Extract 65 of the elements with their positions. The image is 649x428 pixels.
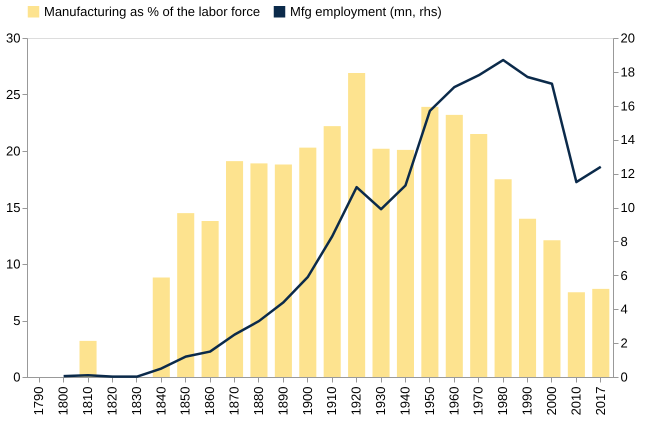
x-tick-label: 1860 xyxy=(202,386,218,416)
y2-tick-label: 14 xyxy=(620,132,635,148)
bar xyxy=(177,213,194,377)
bar xyxy=(372,148,390,377)
bar xyxy=(446,114,463,377)
bar xyxy=(250,163,268,377)
x-tick-label: 1930 xyxy=(373,386,388,416)
y2-tick-label: 20 xyxy=(620,30,635,46)
y-tick-label: 25 xyxy=(6,87,20,102)
y2-tick-label: 16 xyxy=(620,98,635,114)
y2-tick-label: 12 xyxy=(620,166,635,182)
bar xyxy=(79,340,97,377)
bar xyxy=(568,292,585,377)
y-tick-label: 5 xyxy=(13,313,20,328)
x-tick-label: 1910 xyxy=(324,386,340,416)
bar xyxy=(543,240,561,377)
bar xyxy=(348,73,366,377)
x-tick-label: 1880 xyxy=(250,386,266,416)
y2-tick-label: 8 xyxy=(620,234,628,249)
y2-tick-label: 0 xyxy=(620,370,628,384)
bar xyxy=(226,161,244,377)
bar xyxy=(396,150,414,377)
x-tick-label: 1920 xyxy=(348,386,364,416)
legend-label: Mfg employment (mn, rhs) xyxy=(290,4,442,19)
bar xyxy=(421,106,438,377)
y2-tick-label: 4 xyxy=(620,302,628,317)
y-tick-label: 10 xyxy=(6,256,20,272)
x-tick-label: 1790 xyxy=(31,386,46,416)
bar xyxy=(470,134,488,377)
y-tick-label: 0 xyxy=(13,370,20,384)
y2-tick-label: 18 xyxy=(620,64,635,80)
bar xyxy=(494,179,512,377)
x-tick-label: 2000 xyxy=(544,386,559,416)
x-tick-label: 1800 xyxy=(56,386,71,416)
y2-tick-label: 2 xyxy=(620,336,628,351)
bar xyxy=(518,218,536,377)
bar xyxy=(152,278,170,377)
bar xyxy=(274,164,292,377)
x-tick-label: 1900 xyxy=(300,386,315,416)
x-tick-label: 1810 xyxy=(80,386,96,416)
bar xyxy=(324,126,341,377)
x-tick-label: 1980 xyxy=(495,386,510,416)
x-tick-label: 1940 xyxy=(397,386,412,416)
legend-label: Manufacturing as % of the labor force xyxy=(44,4,260,19)
x-tick-label: 2010 xyxy=(568,386,584,416)
y2-tick-label: 6 xyxy=(620,268,628,283)
bar xyxy=(299,148,316,377)
x-tick-label: 1990 xyxy=(520,386,535,416)
y-tick-label: 30 xyxy=(6,30,20,46)
x-tick-label: 1970 xyxy=(470,386,486,416)
y2-tick-label: 10 xyxy=(620,200,635,215)
x-tick-label: 1840 xyxy=(153,386,168,416)
y-tick-label: 15 xyxy=(6,200,20,215)
bar xyxy=(202,221,219,377)
x-tick-label: 1830 xyxy=(128,386,144,416)
x-tick-label: 2017 xyxy=(592,386,608,416)
y-tick-label: 20 xyxy=(6,144,20,158)
x-tick-label: 1820 xyxy=(104,386,120,416)
x-tick-label: 1890 xyxy=(275,386,290,416)
x-tick-label: 1870 xyxy=(226,386,242,416)
x-tick-label: 1960 xyxy=(446,386,462,416)
x-tick-label: 1950 xyxy=(422,386,437,416)
x-tick-label: 1850 xyxy=(178,386,193,416)
bar xyxy=(592,288,610,377)
line-series xyxy=(62,58,602,378)
